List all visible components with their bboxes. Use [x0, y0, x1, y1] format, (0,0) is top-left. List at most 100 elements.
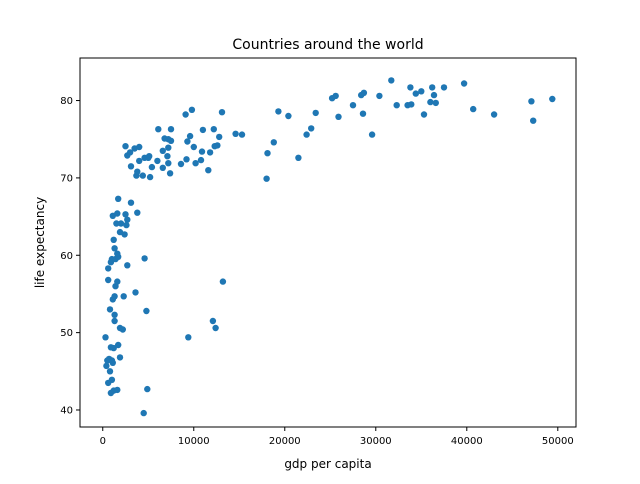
data-point-60: [134, 168, 141, 175]
data-point-34: [105, 276, 112, 284]
data-point-3: [108, 376, 116, 383]
y-tick-label-0: 40: [60, 405, 73, 416]
y-tick-label-4: 80: [60, 96, 73, 107]
x-tick-label-0: 0: [100, 436, 106, 447]
data-point-140: [549, 95, 556, 103]
data-point-44: [110, 236, 117, 243]
data-point-66: [154, 157, 161, 165]
data-point-86: [165, 144, 172, 151]
data-point-132: [430, 91, 438, 99]
plot-frame: [79, 57, 577, 428]
data-point-126: [407, 84, 414, 91]
data-point-23: [143, 307, 150, 315]
data-point-57: [139, 172, 146, 179]
data-point-94: [199, 126, 207, 134]
data-point-46: [116, 228, 124, 236]
data-point-110: [303, 131, 310, 138]
data-point-19: [111, 311, 118, 318]
data-point-1: [144, 385, 151, 393]
data-point-14: [102, 334, 109, 341]
data-point-87: [184, 138, 191, 145]
data-point-116: [349, 102, 357, 109]
data-point-88: [190, 143, 197, 151]
data-point-77: [126, 149, 134, 156]
data-point-47: [123, 221, 130, 229]
data-point-62: [136, 157, 143, 165]
data-point-103: [218, 109, 226, 116]
data-point-93: [186, 132, 194, 140]
data-point-92: [214, 142, 221, 149]
data-point-54: [134, 209, 141, 216]
data-point-100: [210, 126, 217, 133]
data-point-12: [108, 357, 116, 364]
data-point-98: [155, 126, 162, 133]
data-point-8: [106, 368, 114, 375]
data-point-43: [114, 250, 121, 257]
data-point-27: [219, 278, 227, 285]
data-point-121: [376, 92, 383, 100]
data-point-71: [183, 156, 190, 163]
data-point-125: [408, 101, 415, 108]
data-point-139: [530, 117, 537, 124]
data-point-67: [159, 164, 166, 171]
data-point-79: [136, 143, 143, 151]
data-point-40: [124, 262, 131, 269]
data-point-18: [111, 317, 118, 325]
data-point-70: [177, 160, 185, 168]
data-point-85: [161, 135, 168, 142]
y-axis-label: life expectancy: [33, 197, 47, 288]
data-point-10: [103, 362, 110, 370]
data-point-114: [332, 92, 339, 100]
data-point-73: [197, 156, 205, 164]
data-point-48: [113, 220, 120, 227]
data-point-53: [122, 211, 129, 218]
data-point-115: [335, 113, 342, 121]
data-point-42: [111, 245, 118, 252]
data-point-81: [159, 147, 166, 154]
data-point-128: [418, 88, 425, 95]
data-point-109: [295, 154, 302, 161]
x-tick-label-1: 10000: [178, 436, 210, 447]
x-tick-label-4: 40000: [451, 436, 483, 447]
data-point-75: [122, 143, 129, 150]
data-point-112: [312, 109, 319, 117]
y-tick-label-3: 70: [60, 173, 73, 184]
data-point-120: [368, 131, 376, 138]
data-point-20: [106, 306, 114, 313]
data-point-90: [206, 149, 214, 156]
y-tick-label-2: 60: [60, 251, 73, 262]
data-point-49: [117, 220, 125, 227]
data-point-6: [114, 386, 121, 394]
data-point-97: [238, 131, 246, 138]
data-point-123: [393, 102, 400, 109]
data-point-56: [115, 195, 122, 202]
data-point-89: [198, 148, 206, 155]
data-point-82: [164, 153, 171, 160]
data-point-65: [148, 163, 156, 171]
data-point-16: [110, 344, 117, 352]
data-point-69: [166, 170, 174, 177]
points-layer: [102, 77, 556, 417]
data-point-131: [429, 84, 436, 91]
ticks-layer: 0 10000 20000 30000 40000 50000 40 50 60 70 80: [60, 96, 573, 447]
data-point-129: [420, 111, 428, 118]
data-point-96: [232, 130, 239, 137]
data-point-26: [212, 324, 219, 332]
y-tick-label-1: 50: [60, 328, 73, 339]
data-point-101: [182, 111, 189, 118]
data-point-5: [107, 389, 115, 397]
data-point-137: [490, 111, 498, 118]
chart-title: Countries around the world: [232, 37, 423, 53]
data-point-104: [264, 150, 271, 157]
data-point-108: [285, 112, 292, 120]
data-point-52: [114, 210, 121, 217]
data-point-33: [114, 278, 121, 285]
data-point-68: [165, 160, 172, 167]
data-point-122: [388, 77, 395, 84]
data-point-133: [432, 99, 439, 107]
data-point-24: [185, 334, 192, 341]
data-point-41: [141, 255, 148, 262]
data-point-134: [440, 84, 448, 91]
data-point-102: [188, 106, 196, 114]
